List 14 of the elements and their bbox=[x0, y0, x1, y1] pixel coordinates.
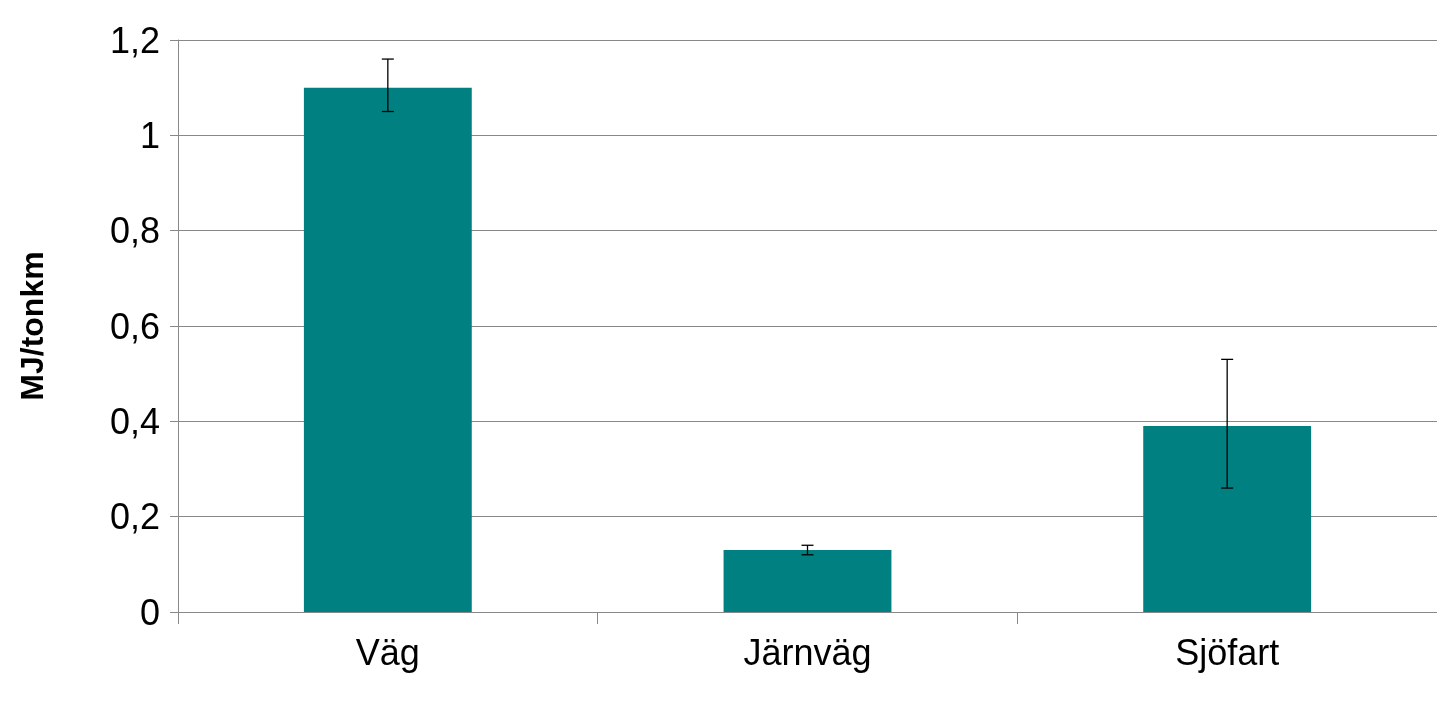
y-tick-label: 0,8 bbox=[109, 210, 160, 252]
y-axis-title: MJ/tonkm bbox=[14, 251, 50, 401]
bar bbox=[303, 87, 472, 612]
x-tick-label: Järnväg bbox=[743, 631, 872, 673]
y-tick-label: 0 bbox=[139, 591, 160, 633]
y-tick-label: 0,6 bbox=[109, 305, 160, 347]
y-tick-label: 0,4 bbox=[109, 400, 160, 442]
x-tick-label: Väg bbox=[355, 631, 420, 673]
bar bbox=[723, 550, 892, 612]
bar bbox=[1143, 426, 1312, 612]
y-tick-label: 1,2 bbox=[109, 19, 160, 61]
y-tick-label: 0,2 bbox=[109, 496, 160, 538]
y-tick-label: 1 bbox=[139, 114, 160, 156]
x-tick-label: Sjöfart bbox=[1175, 631, 1280, 673]
